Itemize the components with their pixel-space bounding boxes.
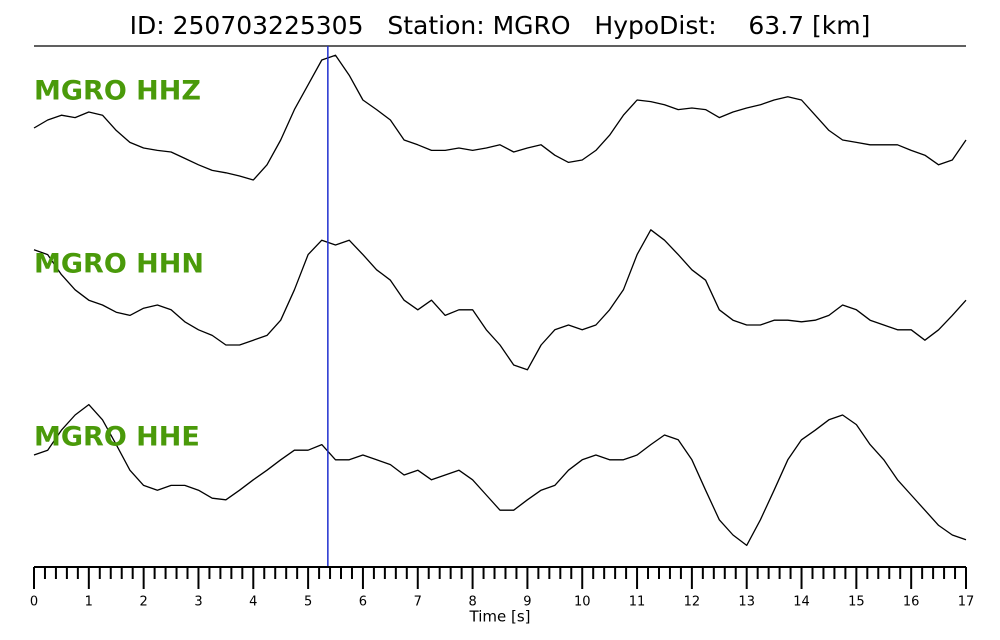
trace-label: MGRO HHN	[34, 249, 204, 280]
x-tick-label: 17	[958, 595, 975, 610]
x-tick-label: 14	[793, 595, 810, 610]
trace-label: MGRO HHE	[34, 422, 200, 453]
x-tick-label: 11	[629, 595, 646, 610]
x-tick-label: 1	[85, 595, 93, 610]
trace-label: MGRO HHZ	[34, 76, 201, 107]
chart-title: ID: 250703225305 Station: MGRO HypoDist:…	[130, 11, 871, 40]
x-tick-label: 12	[684, 595, 701, 610]
x-tick-label: 0	[30, 595, 38, 610]
x-tick-label: 7	[414, 595, 422, 610]
x-axis-label: Time [s]	[469, 608, 531, 626]
x-tick-label: 13	[738, 595, 755, 610]
x-tick-label: 3	[194, 595, 202, 610]
x-tick-label: 4	[249, 595, 257, 610]
x-tick-label: 8	[468, 595, 476, 610]
x-tick-label: 10	[574, 595, 591, 610]
x-tick-label: 15	[848, 595, 865, 610]
x-tick-label: 6	[359, 595, 367, 610]
x-tick-label: 5	[304, 595, 312, 610]
x-tick-label: 9	[523, 595, 531, 610]
x-tick-label: 16	[903, 595, 920, 610]
x-tick-label: 2	[140, 595, 148, 610]
trace	[33, 403, 967, 547]
trace	[33, 229, 967, 371]
trace	[33, 54, 967, 181]
